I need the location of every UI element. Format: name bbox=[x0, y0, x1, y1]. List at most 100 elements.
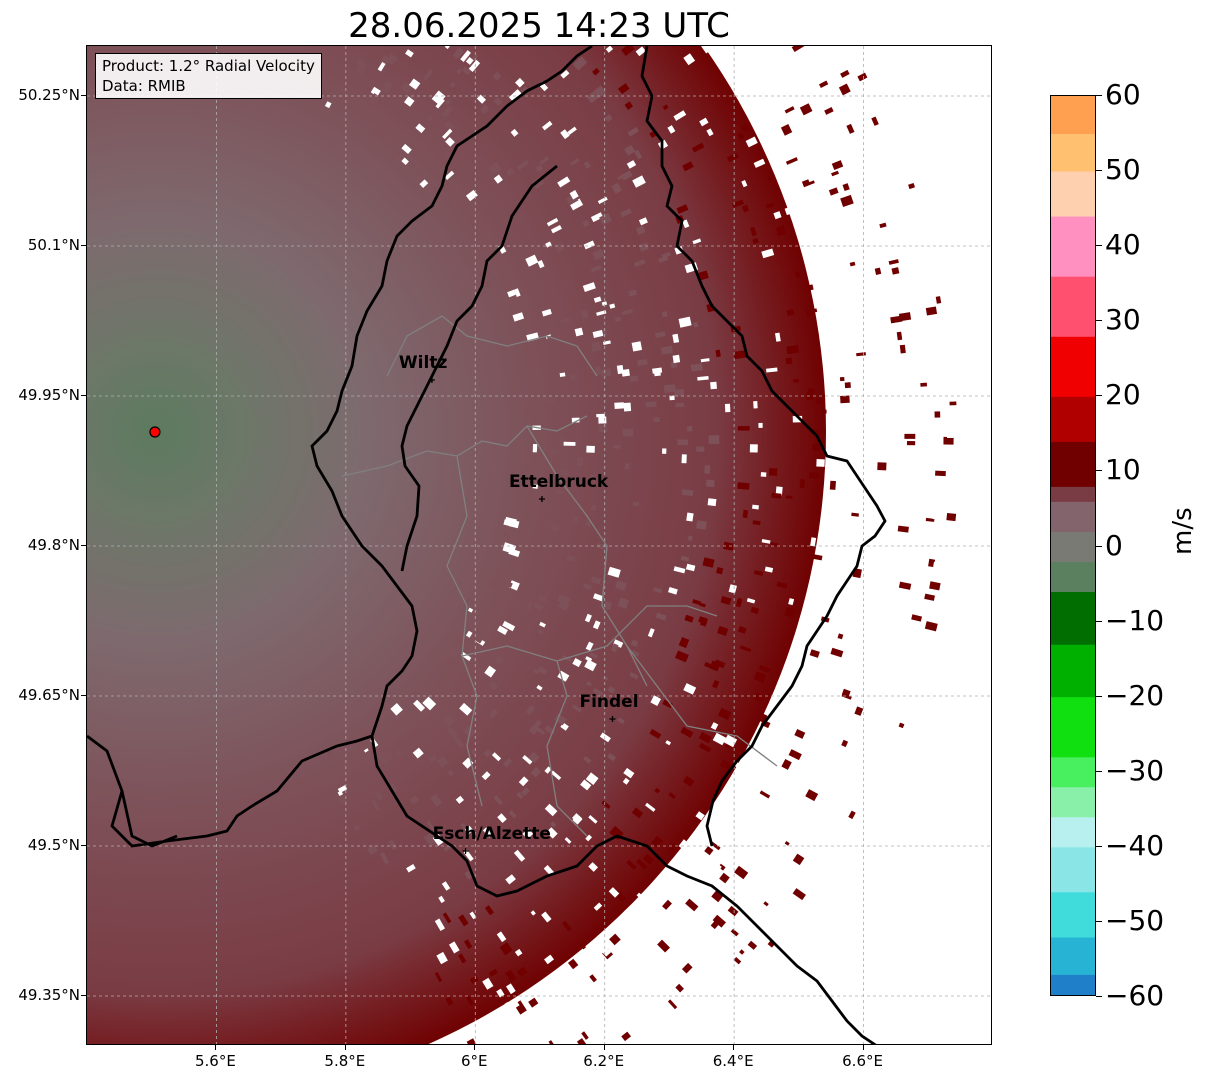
velocity-gate bbox=[566, 554, 576, 562]
colorbar-tick-label: 10 bbox=[1105, 453, 1141, 487]
velocity-gate bbox=[734, 865, 749, 880]
velocity-gate bbox=[824, 107, 834, 115]
velocity-gate bbox=[592, 249, 605, 261]
velocity-gate bbox=[550, 770, 562, 781]
velocity-gate bbox=[598, 424, 608, 432]
velocity-gate bbox=[583, 756, 592, 764]
velocity-gate bbox=[504, 1001, 512, 1010]
velocity-gate bbox=[447, 769, 454, 777]
velocity-gate bbox=[536, 684, 543, 691]
city-label: Ettelbruck bbox=[508, 472, 609, 492]
velocity-gate bbox=[425, 114, 434, 123]
velocity-gate bbox=[775, 486, 783, 496]
velocity-gate bbox=[532, 443, 538, 453]
velocity-gate bbox=[602, 675, 609, 681]
velocity-gate bbox=[517, 160, 529, 171]
velocity-gate bbox=[337, 785, 348, 794]
velocity-gate bbox=[629, 672, 639, 680]
velocity-gate bbox=[505, 969, 517, 983]
colorbar-segment bbox=[1051, 936, 1095, 975]
velocity-gate bbox=[512, 312, 525, 322]
velocity-gate bbox=[571, 704, 583, 713]
velocity-gate bbox=[390, 55, 398, 63]
colorbar-tick-mark bbox=[1096, 770, 1102, 772]
velocity-gate bbox=[599, 732, 611, 743]
velocity-gate bbox=[920, 382, 928, 387]
velocity-gate bbox=[621, 46, 635, 56]
velocity-gate bbox=[580, 779, 592, 791]
velocity-gate bbox=[412, 747, 424, 759]
colorbar-unit-label: m/s bbox=[1168, 507, 1198, 555]
velocity-gate bbox=[589, 474, 597, 482]
velocity-gate bbox=[712, 914, 726, 928]
velocity-gate bbox=[672, 333, 680, 344]
velocity-gate bbox=[890, 569, 899, 580]
velocity-gate bbox=[699, 617, 708, 627]
velocity-gate bbox=[840, 395, 850, 404]
velocity-gate bbox=[637, 359, 648, 367]
velocity-gate bbox=[598, 416, 607, 424]
velocity-gate bbox=[560, 129, 570, 140]
velocity-gate bbox=[604, 114, 613, 122]
velocity-gate bbox=[794, 728, 806, 739]
velocity-gate bbox=[380, 80, 393, 94]
velocity-gate bbox=[636, 892, 644, 900]
velocity-gate bbox=[537, 259, 545, 269]
velocity-gate bbox=[750, 606, 760, 615]
velocity-gate bbox=[546, 217, 559, 227]
velocity-gate bbox=[929, 345, 938, 352]
velocity-gate bbox=[469, 657, 480, 666]
velocity-gate bbox=[805, 789, 819, 802]
velocity-gate bbox=[712, 732, 727, 746]
velocity-gate bbox=[523, 481, 531, 488]
velocity-gate bbox=[695, 811, 705, 821]
velocity-gate bbox=[338, 89, 351, 104]
velocity-gate bbox=[441, 881, 451, 891]
velocity-gate bbox=[877, 462, 887, 471]
colorbar-tick-mark bbox=[1096, 170, 1102, 172]
velocity-gate bbox=[503, 530, 511, 538]
velocity-gate bbox=[791, 46, 805, 52]
velocity-gate bbox=[727, 905, 739, 917]
velocity-gate bbox=[699, 117, 709, 127]
velocity-gate bbox=[455, 738, 465, 749]
velocity-gate bbox=[618, 83, 630, 95]
figure-title: 28.06.2025 14:23 UTC bbox=[348, 6, 730, 46]
city-markers bbox=[428, 377, 616, 854]
velocity-gate bbox=[726, 152, 739, 163]
velocity-gate bbox=[624, 144, 636, 156]
velocity-gate bbox=[536, 628, 545, 635]
lon-tick-mark bbox=[733, 1045, 735, 1050]
velocity-gate bbox=[520, 787, 530, 797]
velocity-gate bbox=[559, 372, 566, 378]
velocity-gate bbox=[515, 77, 525, 88]
velocity-gate bbox=[753, 692, 764, 702]
velocity-gate bbox=[635, 46, 646, 57]
velocity-gate bbox=[593, 296, 602, 303]
velocity-gate bbox=[561, 920, 572, 932]
velocity-gate bbox=[663, 384, 676, 393]
velocity-gate bbox=[742, 509, 749, 519]
velocity-gate bbox=[508, 580, 520, 591]
lon-tick-mark bbox=[474, 1045, 476, 1050]
velocity-gate bbox=[712, 679, 720, 689]
colorbar-tick-label: 40 bbox=[1105, 228, 1141, 262]
velocity-gate bbox=[697, 375, 709, 381]
velocity-gate bbox=[896, 331, 903, 341]
velocity-gate bbox=[590, 265, 602, 273]
velocity-gate bbox=[555, 489, 565, 495]
velocity-gate bbox=[444, 170, 455, 180]
velocity-gate bbox=[635, 225, 646, 236]
velocity-gate bbox=[596, 310, 607, 316]
velocity-gate bbox=[530, 766, 542, 778]
lat-tick-label: 50.1°N bbox=[27, 236, 80, 254]
velocity-gate bbox=[740, 123, 751, 133]
velocity-gate bbox=[847, 162, 855, 171]
velocity-gate bbox=[585, 656, 593, 662]
velocity-gate bbox=[759, 713, 768, 724]
velocity-gate bbox=[623, 402, 632, 412]
velocity-gate bbox=[532, 668, 540, 675]
velocity-gate bbox=[846, 123, 855, 134]
velocity-gate bbox=[508, 809, 517, 819]
velocity-gate bbox=[593, 593, 604, 602]
